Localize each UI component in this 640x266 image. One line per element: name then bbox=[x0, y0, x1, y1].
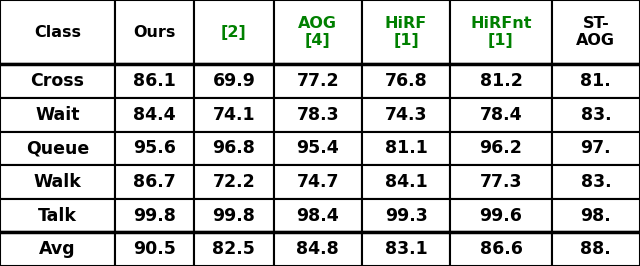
Text: 72.2: 72.2 bbox=[212, 173, 255, 191]
Bar bbox=[450, 165, 552, 199]
Bar bbox=[0, 0, 115, 64]
Text: Class: Class bbox=[34, 25, 81, 40]
Bar bbox=[450, 232, 552, 266]
Text: 98.4: 98.4 bbox=[296, 207, 339, 225]
Text: 78.3: 78.3 bbox=[296, 106, 339, 124]
Text: 99.3: 99.3 bbox=[385, 207, 428, 225]
Bar bbox=[362, 0, 450, 64]
Text: Wait: Wait bbox=[35, 106, 79, 124]
Bar bbox=[194, 98, 274, 132]
Bar bbox=[450, 199, 552, 232]
Bar bbox=[274, 199, 362, 232]
Text: 81.: 81. bbox=[580, 72, 611, 90]
Text: 86.6: 86.6 bbox=[479, 240, 522, 258]
Bar bbox=[0, 232, 115, 266]
Bar bbox=[115, 98, 194, 132]
Text: 74.3: 74.3 bbox=[385, 106, 428, 124]
Bar bbox=[194, 0, 274, 64]
Bar bbox=[115, 132, 194, 165]
Text: Queue: Queue bbox=[26, 139, 89, 157]
Bar bbox=[194, 64, 274, 98]
Text: 81.1: 81.1 bbox=[385, 139, 428, 157]
Text: 88.: 88. bbox=[580, 240, 611, 258]
Text: 90.5: 90.5 bbox=[133, 240, 176, 258]
Text: 74.7: 74.7 bbox=[296, 173, 339, 191]
Text: 99.6: 99.6 bbox=[479, 207, 522, 225]
Text: 83.: 83. bbox=[580, 173, 611, 191]
Text: 81.2: 81.2 bbox=[479, 72, 522, 90]
Bar bbox=[274, 165, 362, 199]
Bar bbox=[0, 199, 115, 232]
Text: HiRFnt
[1]: HiRFnt [1] bbox=[470, 16, 532, 48]
Text: 97.: 97. bbox=[580, 139, 611, 157]
Text: 86.7: 86.7 bbox=[133, 173, 176, 191]
Text: 99.8: 99.8 bbox=[212, 207, 255, 225]
Text: 96.2: 96.2 bbox=[479, 139, 522, 157]
Bar bbox=[194, 232, 274, 266]
Bar bbox=[115, 64, 194, 98]
Text: 83.: 83. bbox=[580, 106, 611, 124]
Text: 78.4: 78.4 bbox=[479, 106, 522, 124]
Bar bbox=[362, 232, 450, 266]
Bar bbox=[552, 132, 640, 165]
Text: 95.6: 95.6 bbox=[133, 139, 176, 157]
Text: 84.1: 84.1 bbox=[385, 173, 428, 191]
Bar bbox=[274, 0, 362, 64]
Bar bbox=[362, 64, 450, 98]
Text: 82.5: 82.5 bbox=[212, 240, 255, 258]
Text: 77.3: 77.3 bbox=[480, 173, 522, 191]
Bar bbox=[194, 165, 274, 199]
Bar bbox=[362, 199, 450, 232]
Text: ST-
AOG: ST- AOG bbox=[577, 16, 616, 48]
Text: 86.1: 86.1 bbox=[133, 72, 176, 90]
Bar bbox=[552, 199, 640, 232]
Text: Avg: Avg bbox=[39, 240, 76, 258]
Bar bbox=[194, 199, 274, 232]
Bar bbox=[115, 0, 194, 64]
Text: 99.8: 99.8 bbox=[133, 207, 176, 225]
Text: AOG
[4]: AOG [4] bbox=[298, 16, 337, 48]
Bar bbox=[450, 98, 552, 132]
Bar bbox=[274, 64, 362, 98]
Bar bbox=[0, 165, 115, 199]
Bar bbox=[194, 132, 274, 165]
Text: [2]: [2] bbox=[221, 25, 247, 40]
Bar bbox=[362, 98, 450, 132]
Bar bbox=[362, 165, 450, 199]
Bar bbox=[552, 165, 640, 199]
Text: 77.2: 77.2 bbox=[296, 72, 339, 90]
Text: Ours: Ours bbox=[133, 25, 175, 40]
Bar bbox=[450, 132, 552, 165]
Text: 95.4: 95.4 bbox=[296, 139, 339, 157]
Bar bbox=[115, 199, 194, 232]
Text: 84.4: 84.4 bbox=[133, 106, 176, 124]
Bar bbox=[274, 98, 362, 132]
Text: 96.8: 96.8 bbox=[212, 139, 255, 157]
Bar bbox=[450, 0, 552, 64]
Bar bbox=[450, 64, 552, 98]
Text: HiRF
[1]: HiRF [1] bbox=[385, 16, 427, 48]
Bar bbox=[552, 232, 640, 266]
Bar bbox=[0, 64, 115, 98]
Bar bbox=[0, 132, 115, 165]
Bar bbox=[115, 232, 194, 266]
Bar bbox=[362, 132, 450, 165]
Bar bbox=[274, 232, 362, 266]
Text: 74.1: 74.1 bbox=[212, 106, 255, 124]
Bar bbox=[115, 165, 194, 199]
Text: Cross: Cross bbox=[30, 72, 84, 90]
Text: Walk: Walk bbox=[33, 173, 81, 191]
Text: 69.9: 69.9 bbox=[212, 72, 255, 90]
Bar bbox=[552, 64, 640, 98]
Bar bbox=[552, 98, 640, 132]
Text: Talk: Talk bbox=[38, 207, 77, 225]
Bar bbox=[0, 98, 115, 132]
Text: 83.1: 83.1 bbox=[385, 240, 428, 258]
Text: 98.: 98. bbox=[580, 207, 611, 225]
Text: 84.8: 84.8 bbox=[296, 240, 339, 258]
Text: 76.8: 76.8 bbox=[385, 72, 428, 90]
Bar bbox=[274, 132, 362, 165]
Bar bbox=[552, 0, 640, 64]
